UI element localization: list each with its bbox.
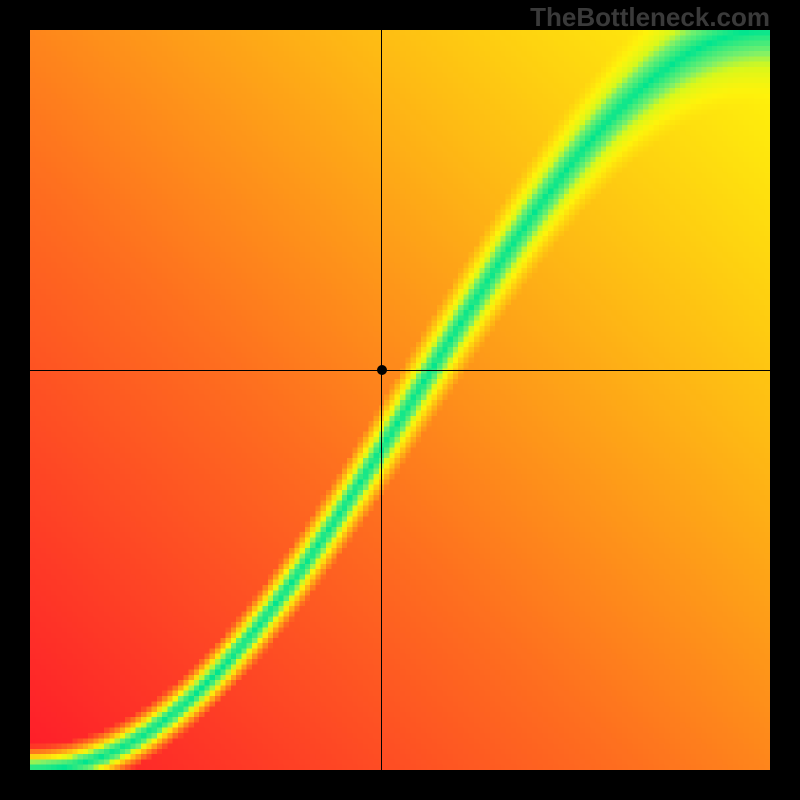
selection-marker: [377, 365, 387, 375]
crosshair-horizontal: [30, 370, 770, 371]
watermark-text: TheBottleneck.com: [530, 2, 770, 33]
bottleneck-heatmap: [30, 30, 770, 770]
crosshair-vertical: [381, 30, 382, 770]
chart-container: { "chart": { "type": "heatmap", "canvas_…: [0, 0, 800, 800]
